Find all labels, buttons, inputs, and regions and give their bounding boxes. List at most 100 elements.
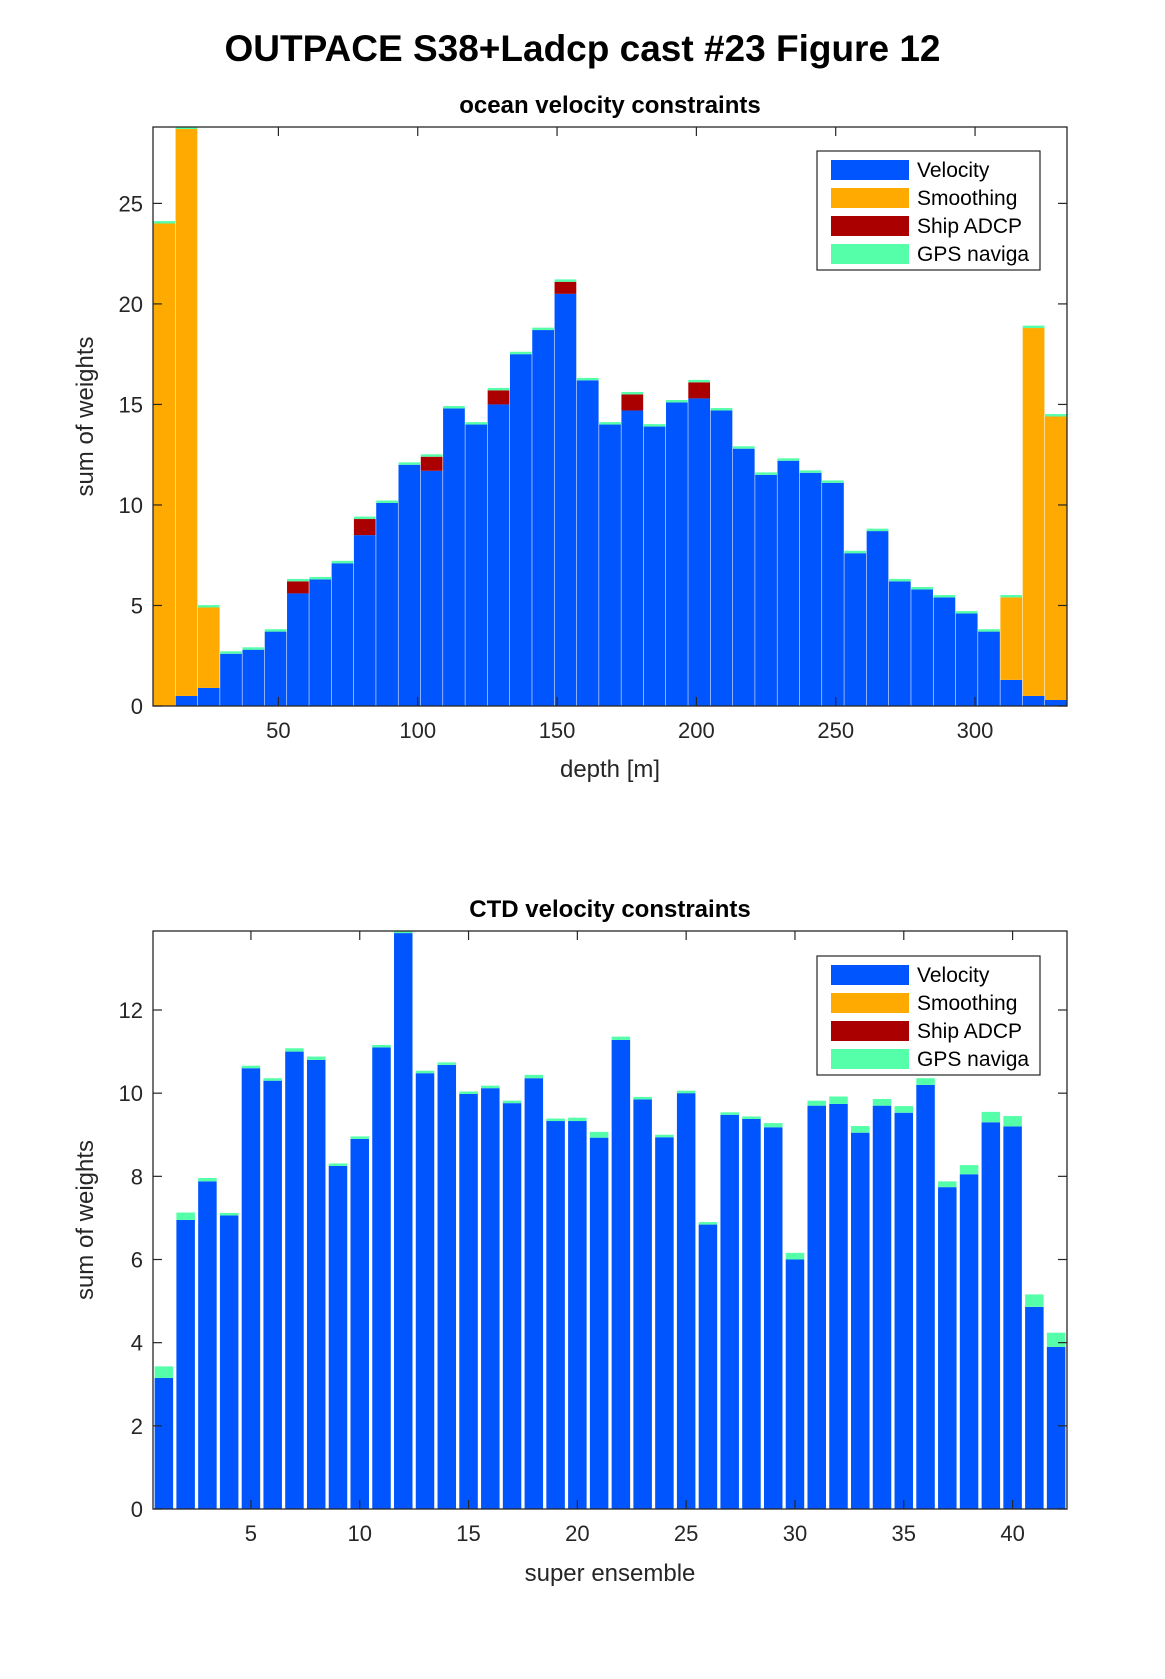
bar-velocity (287, 593, 309, 706)
legend: Velocity Smoothing Ship ADCP GPS naviga (816, 955, 1041, 1076)
bar-gps-naviga (459, 1091, 478, 1094)
bar-gps-naviga (1025, 1294, 1044, 1307)
bar-gps-naviga (938, 1181, 957, 1188)
bar-gps-naviga (829, 1096, 848, 1104)
bar-gps-naviga (487, 387, 510, 391)
bar-gps-naviga (568, 1117, 587, 1122)
legend-label-smoothing: Smoothing (917, 992, 1017, 1015)
bar-velocity (372, 1047, 391, 1509)
bar-velocity (568, 1121, 587, 1509)
bar-gps-naviga (220, 651, 242, 654)
bar-velocity (1022, 695, 1045, 706)
legend-swatch-ship-adcp (831, 216, 909, 236)
bar-velocity (285, 1051, 304, 1509)
bar-gps-naviga (822, 480, 844, 483)
bar-gps-naviga (331, 560, 354, 564)
bar-velocity (978, 631, 1000, 706)
bar-velocity (220, 653, 242, 706)
bar-velocity (465, 424, 488, 706)
bar-gps-naviga (599, 422, 621, 425)
bar-velocity (742, 1118, 761, 1509)
ctd-velocity-chart: 5 10 15 20 25 30 35 40 0 2 4 6 8 10 12 CTD velocity con… (72, 896, 1068, 1587)
bar-velocity (666, 402, 688, 706)
x-tick-label: 300 (957, 718, 994, 743)
bar-ship-adcp (621, 394, 644, 411)
x-tick-label: 20 (565, 1521, 589, 1546)
bar-velocity (955, 613, 978, 706)
bar-ship-adcp (420, 456, 443, 471)
bar-velocity (799, 472, 822, 706)
bar-velocity (959, 1174, 979, 1509)
bar-velocity (755, 474, 777, 706)
bar-velocity (481, 1088, 500, 1509)
bar-gps-naviga (153, 221, 176, 224)
y-tick-label: 12 (119, 998, 143, 1023)
bar-velocity (621, 410, 644, 706)
ocean-velocity-chart: 50 100 150 200 250 300 0 5 10 15 20 25 ocean velocit… (72, 92, 1068, 783)
bar-velocity (328, 1165, 348, 1509)
legend-label-ship-adcp: Ship ADCP (917, 1020, 1022, 1043)
bar-gps-naviga (894, 1106, 914, 1113)
bar-velocity (241, 1068, 261, 1509)
bar-velocity (599, 424, 621, 706)
bar-gps-naviga (242, 647, 265, 650)
bar-gps-naviga (154, 1366, 174, 1379)
y-tick-label: 6 (131, 1248, 143, 1273)
bar-gps-naviga (554, 279, 577, 282)
y-tick-label: 15 (119, 392, 143, 417)
bar-velocity (916, 1084, 935, 1509)
x-tick-label: 150 (539, 718, 576, 743)
y-tick-label: 4 (131, 1331, 143, 1356)
x-axis-label: super ensemble (525, 1560, 696, 1587)
bar-velocity (487, 404, 510, 706)
x-axis-label: depth [m] (560, 756, 660, 783)
bar-gps-naviga (720, 1112, 739, 1115)
bar-gps-naviga (264, 629, 287, 632)
bar-velocity (710, 410, 733, 706)
bar-velocity (398, 464, 421, 706)
bar-gps-naviga (353, 516, 376, 520)
bar-gps-naviga (263, 1078, 282, 1081)
bar-velocity (459, 1094, 478, 1509)
legend-swatch-velocity (831, 160, 909, 180)
bar-velocity (732, 448, 755, 706)
bar-gps-naviga (287, 578, 309, 582)
bar-gps-naviga (1022, 325, 1045, 329)
y-tick-label: 0 (131, 1497, 143, 1522)
bar-gps-naviga (655, 1134, 674, 1138)
bar-velocity (611, 1039, 631, 1509)
bar-gps-naviga (611, 1036, 631, 1040)
x-tick-label: 40 (1000, 1521, 1024, 1546)
x-tick-label: 250 (817, 718, 854, 743)
axes-box (152, 930, 1068, 1510)
bar-velocity (633, 1099, 652, 1509)
legend-swatch-gps-naviga (831, 1049, 909, 1069)
bar-smoothing (197, 607, 220, 688)
bar-velocity (437, 1064, 457, 1509)
bar-velocity (720, 1114, 739, 1509)
bar-velocity (807, 1105, 826, 1509)
legend-swatch-gps-naviga (831, 244, 909, 264)
bar-velocity (350, 1138, 369, 1509)
bar-gps-naviga (532, 327, 554, 331)
x-tick-label: 100 (399, 718, 436, 743)
bar-velocity (576, 380, 599, 706)
bar-velocity (175, 695, 198, 706)
bar-velocity (655, 1137, 674, 1509)
bar-velocity (394, 933, 413, 1509)
bar-gps-naviga (176, 1212, 195, 1220)
bar-velocity (777, 460, 800, 706)
bar-velocity (197, 687, 220, 706)
bar-gps-naviga (742, 1116, 761, 1119)
bar-gps-naviga (866, 528, 889, 532)
y-tick-label: 10 (119, 493, 143, 518)
legend-label-velocity: Velocity (917, 964, 990, 987)
bar-velocity (306, 1059, 326, 1509)
chart-title: ocean velocity constraints (459, 92, 760, 119)
bar-gps-naviga (376, 500, 398, 503)
bar-velocity (554, 293, 577, 706)
legend: Velocity Smoothing Ship ADCP GPS naviga (816, 150, 1041, 271)
legend-swatch-smoothing (831, 188, 909, 208)
bar-smoothing (1044, 416, 1067, 700)
